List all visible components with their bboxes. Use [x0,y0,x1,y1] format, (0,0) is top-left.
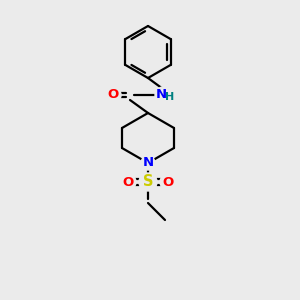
Text: N: N [155,88,167,101]
Circle shape [139,173,157,191]
Text: O: O [107,88,118,101]
Circle shape [141,156,155,170]
Circle shape [160,174,176,190]
Circle shape [120,174,136,190]
Text: S: S [143,175,153,190]
Text: N: N [142,157,154,169]
Circle shape [155,87,171,103]
Text: O: O [162,176,174,188]
Circle shape [105,87,121,103]
Text: H: H [165,92,175,102]
Text: O: O [122,176,134,188]
